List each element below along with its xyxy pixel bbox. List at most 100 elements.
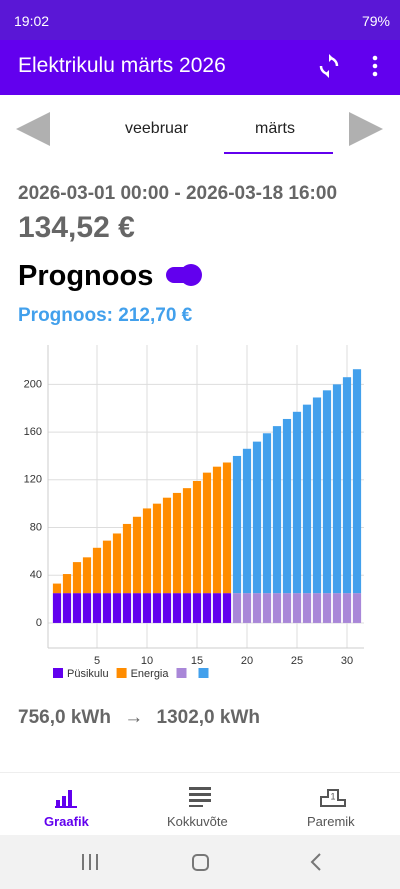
nav-item[interactable]: Kokkuvõte bbox=[167, 814, 228, 829]
bar bbox=[212, 466, 222, 594]
usage: 756,0 kWh → 1302,0 kWh bbox=[18, 707, 260, 729]
bar bbox=[332, 593, 342, 623]
system-nav bbox=[0, 835, 400, 889]
prev-arrow[interactable] bbox=[16, 112, 52, 146]
bar bbox=[262, 433, 272, 594]
toggle[interactable] bbox=[166, 264, 202, 286]
legend-label: Püsikulu bbox=[67, 668, 109, 680]
bar bbox=[212, 593, 222, 623]
bar bbox=[132, 516, 142, 594]
x-tick-label: 5 bbox=[94, 655, 100, 667]
bar bbox=[102, 593, 112, 623]
usage-from: 756,0 kWh bbox=[18, 707, 111, 728]
bar bbox=[202, 472, 212, 594]
bar bbox=[62, 593, 72, 623]
bar bbox=[122, 523, 132, 594]
bar bbox=[302, 593, 312, 623]
x-tick-label: 15 bbox=[191, 655, 203, 667]
bar bbox=[292, 411, 302, 594]
x-tick-label: 20 bbox=[241, 655, 253, 667]
y-tick-label: 160 bbox=[24, 426, 42, 438]
bar bbox=[112, 533, 122, 594]
y-tick-label: 120 bbox=[24, 474, 42, 486]
bar bbox=[312, 593, 322, 623]
bar bbox=[222, 593, 232, 623]
bar bbox=[162, 593, 172, 623]
svg-text:1: 1 bbox=[330, 791, 335, 801]
bar bbox=[332, 384, 342, 594]
menu-icon[interactable] bbox=[368, 54, 382, 78]
bar bbox=[232, 455, 242, 594]
bar bbox=[272, 426, 282, 594]
bar bbox=[322, 593, 332, 623]
legend-swatch bbox=[198, 668, 209, 678]
bar bbox=[172, 492, 182, 594]
bar bbox=[352, 369, 362, 594]
bar bbox=[52, 583, 62, 594]
bar bbox=[342, 377, 352, 594]
system-buttons[interactable] bbox=[80, 851, 330, 873]
bar bbox=[252, 441, 262, 594]
bar bbox=[152, 503, 162, 594]
bar bbox=[162, 497, 172, 594]
forecast-total: Prognoos: 212,70 € bbox=[18, 305, 193, 326]
bar bbox=[82, 593, 92, 623]
legend-swatch bbox=[116, 668, 127, 678]
bar bbox=[342, 593, 352, 623]
x-tick-label: 25 bbox=[291, 655, 303, 667]
app-title: Elektrikulu märts 2026 bbox=[18, 54, 226, 77]
bar bbox=[242, 448, 252, 594]
legend-label: Energia bbox=[131, 668, 170, 680]
bar bbox=[82, 557, 92, 594]
bar bbox=[192, 480, 202, 594]
y-tick-label: 0 bbox=[36, 617, 42, 629]
nav-item[interactable]: Paremik bbox=[307, 814, 355, 829]
bar bbox=[282, 593, 292, 623]
forecast-label: Prognoos bbox=[18, 260, 154, 292]
bar bbox=[272, 593, 282, 623]
bar bbox=[52, 593, 62, 623]
bar bbox=[302, 404, 312, 594]
tab-selected[interactable]: märts bbox=[255, 120, 295, 137]
bar bbox=[172, 593, 182, 623]
bar bbox=[102, 540, 112, 594]
bar bbox=[202, 593, 212, 623]
bar bbox=[222, 462, 232, 594]
chart: 0 40 80 120 160 200 5 10 15 20 25 30 Püsikulu Energia bbox=[24, 345, 364, 680]
bar bbox=[292, 593, 302, 623]
bar bbox=[182, 593, 192, 623]
refresh-icon[interactable] bbox=[316, 53, 342, 79]
bar bbox=[232, 593, 242, 623]
bar bbox=[322, 390, 332, 594]
next-arrow[interactable] bbox=[349, 112, 385, 146]
status-bar: 19:02 79% bbox=[0, 0, 400, 40]
bar bbox=[122, 593, 132, 623]
bar bbox=[152, 593, 162, 623]
list-icon bbox=[189, 787, 211, 807]
bar bbox=[352, 593, 362, 623]
y-tick-label: 40 bbox=[30, 569, 42, 581]
x-tick-label: 10 bbox=[141, 655, 153, 667]
bar bbox=[312, 397, 322, 594]
bar bbox=[132, 593, 142, 623]
app-bar: Elektrikulu märts 2026 bbox=[0, 40, 400, 95]
chart-icon bbox=[55, 790, 77, 808]
legend-swatch bbox=[176, 668, 187, 678]
time: 19:02 bbox=[14, 13, 50, 29]
bar bbox=[92, 547, 102, 594]
bar bbox=[72, 593, 82, 623]
tab-indicator bbox=[224, 152, 333, 154]
y-tick-label: 80 bbox=[30, 521, 42, 533]
bar bbox=[142, 508, 152, 594]
bar bbox=[92, 593, 102, 623]
nav-item[interactable]: Graafik bbox=[44, 814, 89, 829]
legend-swatch bbox=[53, 668, 63, 678]
bar bbox=[252, 593, 262, 623]
y-tick-label: 200 bbox=[24, 378, 42, 390]
tab[interactable]: veebruar bbox=[125, 120, 189, 137]
podium-icon: 1 bbox=[320, 789, 346, 807]
bar bbox=[182, 488, 192, 594]
usage-to: 1302,0 kWh bbox=[156, 707, 261, 728]
date-range: 2026-03-01 00:00 - 2026-03-18 16:00 bbox=[18, 183, 338, 204]
